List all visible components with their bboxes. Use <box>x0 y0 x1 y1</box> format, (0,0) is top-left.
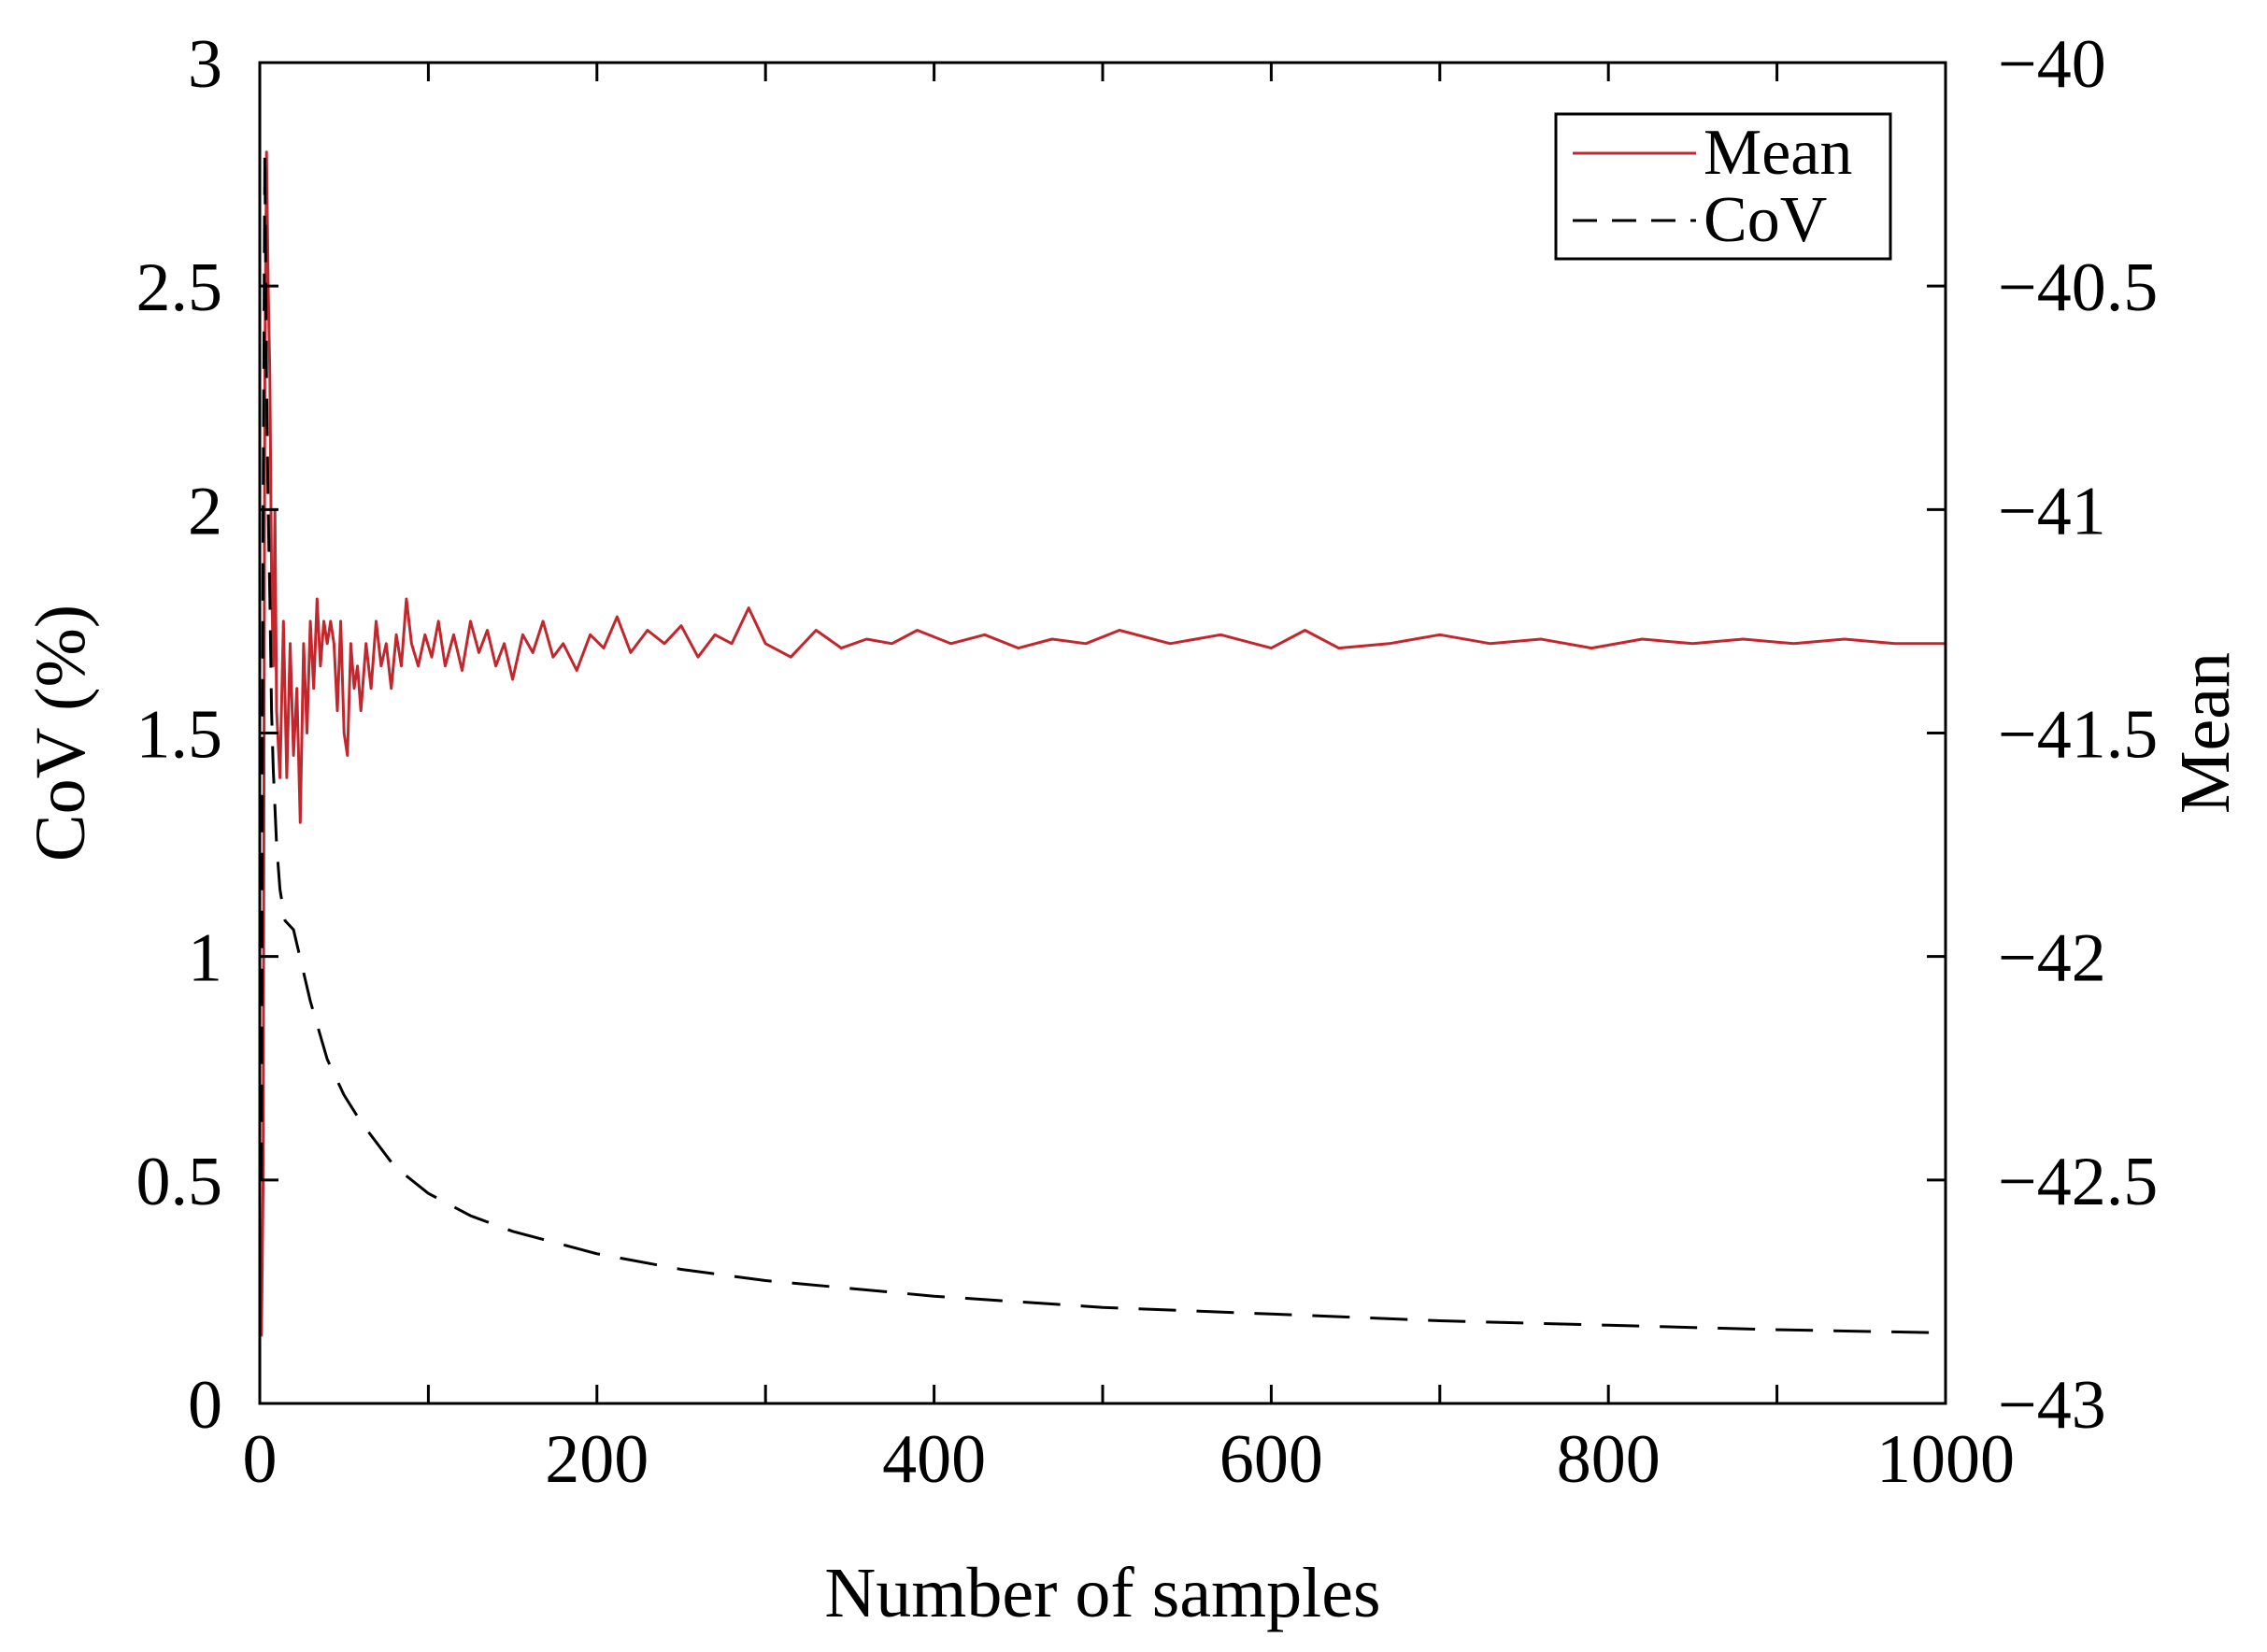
plot-frame <box>258 61 1947 1405</box>
y-right-tick-label: −43 <box>1998 1367 2106 1444</box>
y-left-tick-label: 2.5 <box>136 249 223 326</box>
ticks-layer <box>258 61 1947 1405</box>
tick-labels-layer: 0 200 400 600 800 1000 0 0.5 1 1.5 2 2.5 3 −43 −42.5 −4… <box>136 26 2159 1498</box>
y-axis-left-label: CoV (%) <box>21 605 100 862</box>
x-axis-label: Number of samples <box>824 1554 1380 1632</box>
x-tick-label: 1000 <box>1876 1421 2015 1498</box>
legend: Mean CoV <box>1554 112 1892 261</box>
x-tick-label: 400 <box>882 1421 986 1498</box>
y-left-tick-label: 0.5 <box>136 1144 223 1220</box>
mean-series-line <box>260 150 1946 1337</box>
y-left-tick-label: 1.5 <box>136 697 223 774</box>
y-right-tick-label: −41.5 <box>1998 697 2158 774</box>
x-tick-label: 200 <box>545 1421 649 1498</box>
y-left-tick-label: 2 <box>188 473 222 549</box>
legend-cov-label: CoV <box>1704 184 1827 256</box>
y-right-tick-label: −42.5 <box>1998 1144 2158 1220</box>
y-right-tick-label: −41 <box>1998 473 2106 549</box>
x-tick-label: 800 <box>1557 1421 1661 1498</box>
legend-mean-label: Mean <box>1704 117 1852 189</box>
cov-series-line <box>260 150 1946 1334</box>
y-right-tick-label: −40 <box>1998 26 2106 103</box>
y-right-tick-label: −42 <box>1998 920 2106 997</box>
legend-box <box>1554 112 1892 261</box>
y-left-tick-label: 3 <box>188 26 222 103</box>
x-tick-label: 600 <box>1219 1421 1323 1498</box>
x-tick-label: 0 <box>243 1421 278 1498</box>
y-left-tick-label: 0 <box>188 1367 222 1444</box>
y-left-tick-label: 1 <box>188 920 222 997</box>
y-axis-right-label: Mean <box>2166 652 2245 814</box>
series-layer <box>260 150 1946 1337</box>
y-right-tick-label: −40.5 <box>1998 249 2158 326</box>
